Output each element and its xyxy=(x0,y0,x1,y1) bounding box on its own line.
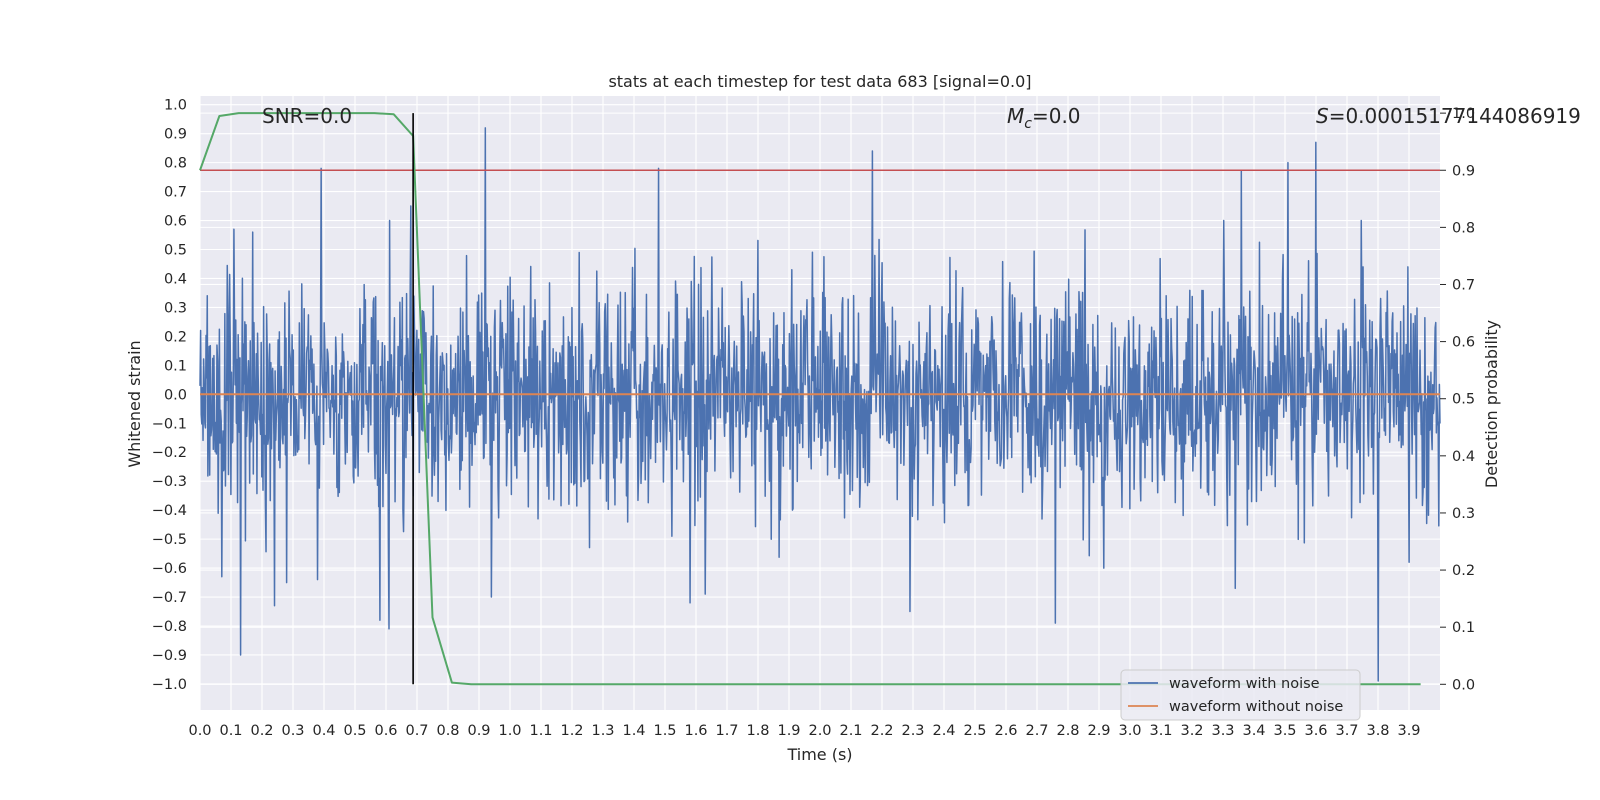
x-tick-label: 0.3 xyxy=(281,723,304,739)
x-tick-label: 1.1 xyxy=(529,723,552,739)
x-tick-label: 2.1 xyxy=(839,723,862,739)
x-tick-label: 3.2 xyxy=(1180,723,1203,739)
x-tick-label: 2.6 xyxy=(994,723,1017,739)
y2-tick-label: 0.1 xyxy=(1452,620,1475,636)
y2-tick-label: 1.0 xyxy=(1452,106,1475,122)
x-tick-label: 2.8 xyxy=(1056,723,1079,739)
series-waveform-with-noise xyxy=(199,127,1441,682)
x-tick-label: 1.3 xyxy=(591,723,614,739)
y-axis-label: Whitened strain xyxy=(125,340,144,467)
x-tick-label: 3.6 xyxy=(1304,723,1327,739)
x-tick-label: 1.8 xyxy=(746,723,769,739)
y2-tick-label: 0.6 xyxy=(1452,335,1475,351)
x-tick-label: 0.1 xyxy=(219,723,242,739)
x-tick-label: 2.5 xyxy=(963,723,986,739)
x-tick-label: 0.9 xyxy=(467,723,490,739)
y-tick-label: 0.6 xyxy=(164,214,187,230)
legend: waveform with noise waveform without noi… xyxy=(1120,669,1361,721)
y-tick-label: −0.3 xyxy=(152,474,187,490)
x-tick-label: 1.0 xyxy=(498,723,521,739)
y-tick-label: −0.9 xyxy=(152,648,187,664)
x-tick-label: 3.5 xyxy=(1273,723,1296,739)
y-tick-label: 0.2 xyxy=(164,329,187,345)
x-tick-label: 2.7 xyxy=(1025,723,1048,739)
x-tick-label: 1.7 xyxy=(715,723,738,739)
x-tick-label: 1.2 xyxy=(560,723,583,739)
y-tick-label: −0.7 xyxy=(152,590,187,606)
chart-title: stats at each timestep for test data 683… xyxy=(608,72,1031,91)
x-tick-label: 1.5 xyxy=(653,723,676,739)
series-lines xyxy=(199,112,1440,686)
y-tick-label: 0.0 xyxy=(164,387,187,403)
s-annotation: S=0.00015177144086919 xyxy=(1316,104,1581,128)
x-tick-label: 3.3 xyxy=(1211,723,1234,739)
x-tick-label: 1.4 xyxy=(622,723,645,739)
y-tick-label: 1.0 xyxy=(164,98,187,114)
x-tick-label: 3.9 xyxy=(1397,723,1420,739)
y-tick-label: 0.9 xyxy=(164,127,187,143)
x-tick-label: 0.6 xyxy=(374,723,397,739)
legend-label-clean: waveform without noise xyxy=(1169,699,1343,715)
y2-tick-label: 0.4 xyxy=(1452,449,1475,465)
y2-tick-label: 0.9 xyxy=(1452,163,1475,179)
y-tick-label: 0.3 xyxy=(164,300,187,316)
y-tick-label: 0.1 xyxy=(164,358,187,374)
y2-tick-label: 0.8 xyxy=(1452,220,1475,236)
y-tick-label: −0.5 xyxy=(152,532,187,548)
x-tick-label: 0.7 xyxy=(405,723,428,739)
y-tick-label: −0.6 xyxy=(152,561,187,577)
y-tick-label: 0.5 xyxy=(164,243,187,259)
x-tick-label: 2.9 xyxy=(1087,723,1110,739)
x-tick-label: 1.9 xyxy=(777,723,800,739)
legend-box xyxy=(1120,669,1361,721)
mc-annotation: Mc=0.0 xyxy=(1007,104,1081,132)
y2-tick-label: 0.3 xyxy=(1452,506,1475,522)
x-tick-label: 2.4 xyxy=(932,723,955,739)
y2-tick-label: 0.5 xyxy=(1452,392,1475,408)
y-tick-label: 0.8 xyxy=(164,156,187,172)
y-tick-label: 0.7 xyxy=(164,185,187,201)
x-tick-label: 0.8 xyxy=(436,723,459,739)
x-tick-label: 1.6 xyxy=(684,723,707,739)
x-tick-label: 3.4 xyxy=(1242,723,1265,739)
snr-annotation: SNR=0.0 xyxy=(262,104,352,128)
x-tick-label: 2.2 xyxy=(870,723,893,739)
x-tick-label: 2.3 xyxy=(901,723,924,739)
x-tick-label: 0.2 xyxy=(250,723,273,739)
tick-labels: 0.0 0.1 0.2 0.3 0.4 0.5 0.6 0.7 0.8 0.9 1.0 1.1 1.2 1… xyxy=(152,98,1475,739)
y-tick-label: −0.4 xyxy=(152,503,187,519)
y2-tick-label: 0.2 xyxy=(1452,563,1475,579)
x-tick-label: 3.0 xyxy=(1118,723,1141,739)
x-tick-label: 3.1 xyxy=(1149,723,1172,739)
y-tick-label: −0.1 xyxy=(152,416,187,432)
y2-tick-label: 0.0 xyxy=(1452,677,1475,693)
noise-waveform-line xyxy=(199,127,1441,682)
y2-tick-label: 0.7 xyxy=(1452,277,1475,293)
y2-axis-label: Detection probability xyxy=(1482,320,1501,488)
y-tick-label: −0.8 xyxy=(152,619,187,635)
y-tick-label: −1.0 xyxy=(152,677,187,693)
x-axis-label: Time (s) xyxy=(786,745,852,764)
x-tick-label: 0.5 xyxy=(343,723,366,739)
x-tick-label: 0.0 xyxy=(188,723,211,739)
y-tick-label: −0.2 xyxy=(152,445,187,461)
y-tick-label: 0.4 xyxy=(164,271,187,287)
legend-label-noise: waveform with noise xyxy=(1169,676,1320,692)
x-tick-label: 3.7 xyxy=(1335,723,1358,739)
x-tick-label: 2.0 xyxy=(808,723,831,739)
x-tick-label: 0.4 xyxy=(312,723,335,739)
x-tick-label: 3.8 xyxy=(1366,723,1389,739)
